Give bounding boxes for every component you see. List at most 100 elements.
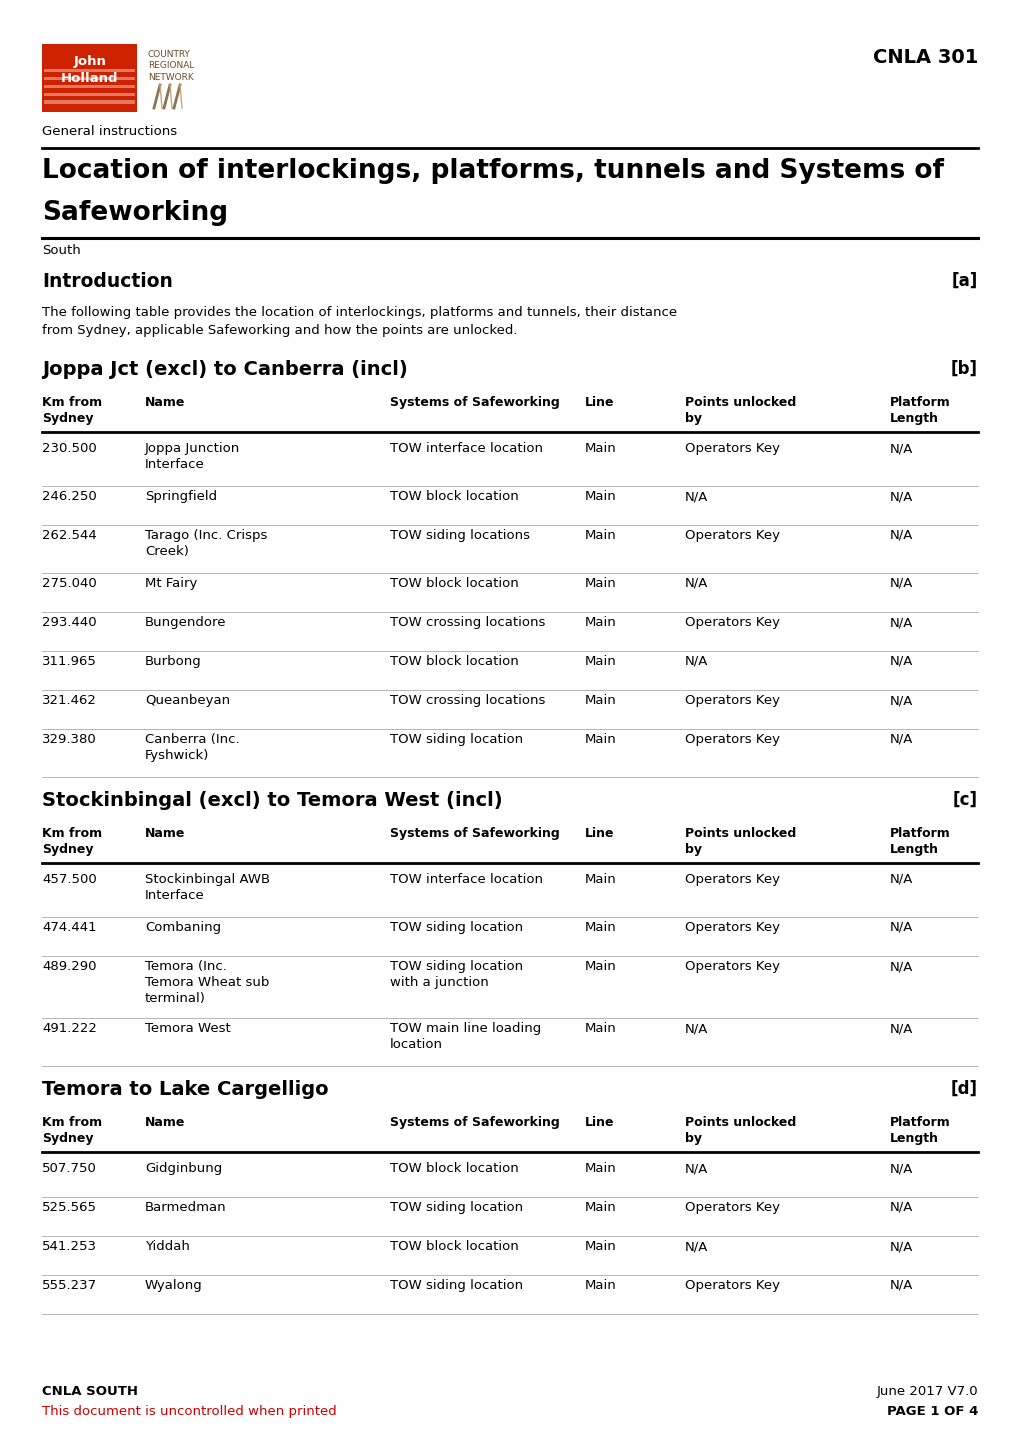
Text: Main: Main bbox=[585, 616, 616, 629]
Text: Temora (Inc.
Temora Wheat sub
terminal): Temora (Inc. Temora Wheat sub terminal) bbox=[145, 960, 269, 1005]
Text: Name: Name bbox=[145, 828, 185, 841]
Text: Main: Main bbox=[585, 1240, 616, 1253]
Text: Canberra (Inc.
Fyshwick): Canberra (Inc. Fyshwick) bbox=[145, 733, 239, 761]
Text: Name: Name bbox=[145, 397, 185, 410]
Text: Main: Main bbox=[585, 1201, 616, 1214]
Text: N/A: N/A bbox=[890, 529, 912, 542]
Text: Points unlocked
by: Points unlocked by bbox=[685, 828, 796, 857]
Text: N/A: N/A bbox=[890, 1162, 912, 1175]
Text: TOW siding location: TOW siding location bbox=[389, 921, 523, 934]
Text: Temora to Lake Cargelligo: Temora to Lake Cargelligo bbox=[42, 1080, 328, 1099]
Bar bbox=[44, 69, 135, 72]
Text: Platform
Length: Platform Length bbox=[890, 828, 950, 857]
Text: N/A: N/A bbox=[685, 1022, 707, 1035]
Text: Mt Fairy: Mt Fairy bbox=[145, 577, 198, 590]
Text: 246.250: 246.250 bbox=[42, 490, 97, 503]
Text: [b]: [b] bbox=[950, 360, 977, 378]
Text: Main: Main bbox=[585, 529, 616, 542]
Text: Stockinbingal AWB
Interface: Stockinbingal AWB Interface bbox=[145, 872, 270, 903]
Text: [d]: [d] bbox=[950, 1080, 977, 1097]
Text: 311.965: 311.965 bbox=[42, 655, 97, 668]
Text: Km from
Sydney: Km from Sydney bbox=[42, 828, 102, 857]
Text: Wyalong: Wyalong bbox=[145, 1279, 203, 1292]
Text: N/A: N/A bbox=[890, 1240, 912, 1253]
Text: Stockinbingal (excl) to Temora West (incl): Stockinbingal (excl) to Temora West (inc… bbox=[42, 792, 502, 810]
Text: N/A: N/A bbox=[890, 694, 912, 707]
Text: Line: Line bbox=[585, 1116, 613, 1129]
Text: Main: Main bbox=[585, 1162, 616, 1175]
Text: Tarago (Inc. Crisps
Creek): Tarago (Inc. Crisps Creek) bbox=[145, 529, 267, 558]
Text: Operators Key: Operators Key bbox=[685, 529, 780, 542]
Text: Yiddah: Yiddah bbox=[145, 1240, 190, 1253]
Text: TOW block location: TOW block location bbox=[389, 1240, 519, 1253]
Text: N/A: N/A bbox=[890, 1279, 912, 1292]
Text: TOW siding location: TOW siding location bbox=[389, 733, 523, 746]
Text: Main: Main bbox=[585, 694, 616, 707]
Text: TOW interface location: TOW interface location bbox=[389, 443, 542, 456]
Text: Name: Name bbox=[145, 1116, 185, 1129]
Text: CNLA SOUTH: CNLA SOUTH bbox=[42, 1384, 138, 1397]
Text: Main: Main bbox=[585, 733, 616, 746]
Text: 262.544: 262.544 bbox=[42, 529, 97, 542]
Text: Km from
Sydney: Km from Sydney bbox=[42, 397, 102, 425]
Text: N/A: N/A bbox=[890, 872, 912, 885]
Text: 457.500: 457.500 bbox=[42, 872, 97, 885]
Text: TOW interface location: TOW interface location bbox=[389, 872, 542, 885]
Text: Operators Key: Operators Key bbox=[685, 1201, 780, 1214]
Text: Joppa Junction
Interface: Joppa Junction Interface bbox=[145, 443, 240, 472]
Text: [a]: [a] bbox=[951, 273, 977, 290]
Text: Main: Main bbox=[585, 443, 616, 456]
Text: 489.290: 489.290 bbox=[42, 960, 97, 973]
Text: Main: Main bbox=[585, 655, 616, 668]
Text: June 2017 V7.0: June 2017 V7.0 bbox=[875, 1384, 977, 1397]
Text: This document is uncontrolled when printed: This document is uncontrolled when print… bbox=[42, 1405, 336, 1417]
Text: 293.440: 293.440 bbox=[42, 616, 97, 629]
Text: Operators Key: Operators Key bbox=[685, 694, 780, 707]
Text: N/A: N/A bbox=[890, 733, 912, 746]
Text: TOW siding locations: TOW siding locations bbox=[389, 529, 530, 542]
Text: TOW crossing locations: TOW crossing locations bbox=[389, 694, 545, 707]
Bar bbox=[44, 92, 135, 97]
Bar bbox=[44, 85, 135, 88]
Text: Systems of Safeworking: Systems of Safeworking bbox=[389, 1116, 559, 1129]
Text: COUNTRY
REGIONAL
NETWORK: COUNTRY REGIONAL NETWORK bbox=[148, 50, 195, 82]
Text: Combaning: Combaning bbox=[145, 921, 221, 934]
Text: TOW block location: TOW block location bbox=[389, 577, 519, 590]
Text: John
Holland: John Holland bbox=[61, 55, 118, 85]
Text: Springfield: Springfield bbox=[145, 490, 217, 503]
Text: Gidginbung: Gidginbung bbox=[145, 1162, 222, 1175]
Text: N/A: N/A bbox=[890, 921, 912, 934]
Text: N/A: N/A bbox=[890, 1201, 912, 1214]
Text: Operators Key: Operators Key bbox=[685, 1279, 780, 1292]
Text: N/A: N/A bbox=[890, 1022, 912, 1035]
Text: Bungendore: Bungendore bbox=[145, 616, 226, 629]
Text: N/A: N/A bbox=[685, 490, 707, 503]
Text: 525.565: 525.565 bbox=[42, 1201, 97, 1214]
Text: Main: Main bbox=[585, 1279, 616, 1292]
Text: Operators Key: Operators Key bbox=[685, 960, 780, 973]
Text: Temora West: Temora West bbox=[145, 1022, 230, 1035]
Text: N/A: N/A bbox=[890, 490, 912, 503]
Text: South: South bbox=[42, 244, 81, 257]
Text: Main: Main bbox=[585, 1022, 616, 1035]
Text: TOW block location: TOW block location bbox=[389, 1162, 519, 1175]
Bar bbox=[44, 76, 135, 79]
Text: TOW siding location
with a junction: TOW siding location with a junction bbox=[389, 960, 523, 989]
Text: Introduction: Introduction bbox=[42, 273, 172, 291]
Text: TOW block location: TOW block location bbox=[389, 655, 519, 668]
Text: Main: Main bbox=[585, 960, 616, 973]
Text: N/A: N/A bbox=[890, 655, 912, 668]
Text: Line: Line bbox=[585, 397, 613, 410]
Text: from Sydney, applicable Safeworking and how the points are unlocked.: from Sydney, applicable Safeworking and … bbox=[42, 324, 517, 337]
Text: Barmedman: Barmedman bbox=[145, 1201, 226, 1214]
Text: TOW block location: TOW block location bbox=[389, 490, 519, 503]
Text: Location of interlockings, platforms, tunnels and Systems of: Location of interlockings, platforms, tu… bbox=[42, 159, 943, 185]
Text: 491.222: 491.222 bbox=[42, 1022, 97, 1035]
Text: CNLA 301: CNLA 301 bbox=[872, 48, 977, 66]
Text: Joppa Jct (excl) to Canberra (incl): Joppa Jct (excl) to Canberra (incl) bbox=[42, 360, 408, 379]
Text: TOW crossing locations: TOW crossing locations bbox=[389, 616, 545, 629]
Text: N/A: N/A bbox=[685, 577, 707, 590]
Text: General instructions: General instructions bbox=[42, 125, 177, 138]
Text: Queanbeyan: Queanbeyan bbox=[145, 694, 230, 707]
Text: Platform
Length: Platform Length bbox=[890, 397, 950, 425]
